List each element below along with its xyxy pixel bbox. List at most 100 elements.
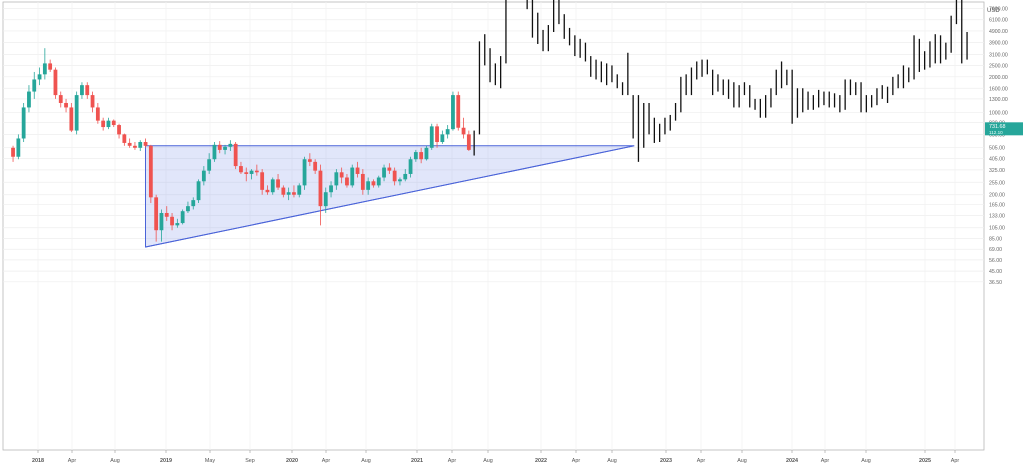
candle-body (413, 152, 418, 160)
candle-body (228, 143, 233, 147)
triangle-pattern (145, 145, 635, 248)
candle-body (42, 63, 47, 75)
y-tick-label: 255.00 (989, 180, 1005, 186)
candle-body (127, 142, 132, 146)
grid (2, 1, 985, 451)
candle (429, 123, 434, 150)
candle (233, 142, 238, 170)
y-tick-label: 85.00 (989, 237, 1002, 243)
candle-body (138, 142, 143, 148)
candle-body (11, 147, 15, 157)
y-tick-label: 1600.00 (989, 86, 1008, 92)
candle (106, 117, 111, 130)
candle (217, 141, 222, 154)
candle-body (440, 134, 445, 143)
candle (32, 71, 37, 99)
candle (154, 194, 159, 242)
candle (122, 133, 127, 146)
candle-body (143, 142, 148, 146)
candle (117, 123, 121, 139)
candle-body (339, 172, 344, 178)
candle (382, 164, 386, 182)
candle (64, 98, 68, 113)
candle-body (239, 166, 243, 173)
candle-body (95, 107, 100, 121)
x-tick-label: Aug (737, 458, 747, 464)
candle-body (366, 181, 371, 190)
candle (228, 140, 233, 151)
candle (170, 212, 174, 231)
candle (37, 67, 42, 86)
candle-body (37, 74, 42, 80)
x-tick-label: Aug (110, 458, 120, 464)
candle-body (302, 159, 307, 186)
candle-body (64, 102, 68, 108)
candle (244, 167, 249, 182)
candle-body (32, 79, 37, 92)
x-tick-label: Aug (483, 458, 493, 464)
candle (419, 147, 424, 164)
x-tick-label: Aug (607, 458, 617, 464)
candle-body (90, 95, 95, 108)
candle (313, 159, 318, 174)
candle (191, 197, 196, 210)
candle-body (451, 95, 455, 130)
candle-body (21, 107, 26, 139)
candle (175, 218, 180, 228)
candle-body (334, 172, 339, 186)
candle-body (408, 159, 413, 174)
price-badge-box (985, 122, 1023, 136)
candle (21, 102, 26, 143)
y-tick-label: 1000.00 (989, 110, 1008, 116)
candle (456, 91, 461, 131)
candle-body (445, 129, 450, 135)
candle (148, 144, 153, 204)
candle (360, 169, 365, 195)
y-tick-label: 505.00 (989, 145, 1005, 151)
candle-body (69, 107, 74, 131)
candle-body (403, 173, 408, 180)
candle-body (196, 181, 201, 201)
candle-body (58, 95, 63, 103)
support-line (145, 145, 635, 248)
candle (127, 138, 132, 148)
candle-body (111, 120, 116, 126)
x-tick-label: Aug (861, 458, 871, 464)
candle (466, 130, 471, 151)
candle-body (382, 167, 386, 178)
candle (11, 145, 15, 162)
x-tick-label: Apr (697, 458, 706, 464)
candle (53, 67, 58, 99)
candle (260, 169, 265, 195)
candle-body (466, 134, 471, 150)
candle-body (217, 144, 222, 150)
candle-body (387, 167, 392, 171)
x-tick-label: 2025 (919, 458, 931, 464)
candle-body (191, 200, 196, 207)
candle-body (456, 95, 461, 128)
candle (276, 173, 280, 190)
candle (16, 134, 21, 160)
candle (461, 117, 466, 139)
candle (292, 185, 296, 198)
candle (111, 119, 116, 128)
candle (143, 138, 148, 148)
candle-body (270, 179, 275, 193)
x-tick-label: Aug (361, 458, 371, 464)
x-tick-label: 2024 (786, 458, 798, 464)
candle (355, 161, 360, 178)
candle-body (16, 138, 21, 157)
y-tick-label: 45.00 (989, 269, 1002, 275)
candle-body (180, 211, 185, 224)
candle-body (122, 134, 127, 143)
candle (408, 156, 413, 178)
candle (366, 177, 371, 195)
x-tick-label: Apr (572, 458, 581, 464)
candle-body (371, 181, 376, 186)
candle (101, 117, 106, 131)
candle-body (360, 173, 365, 190)
y-tick-label: 36.50 (989, 280, 1002, 286)
